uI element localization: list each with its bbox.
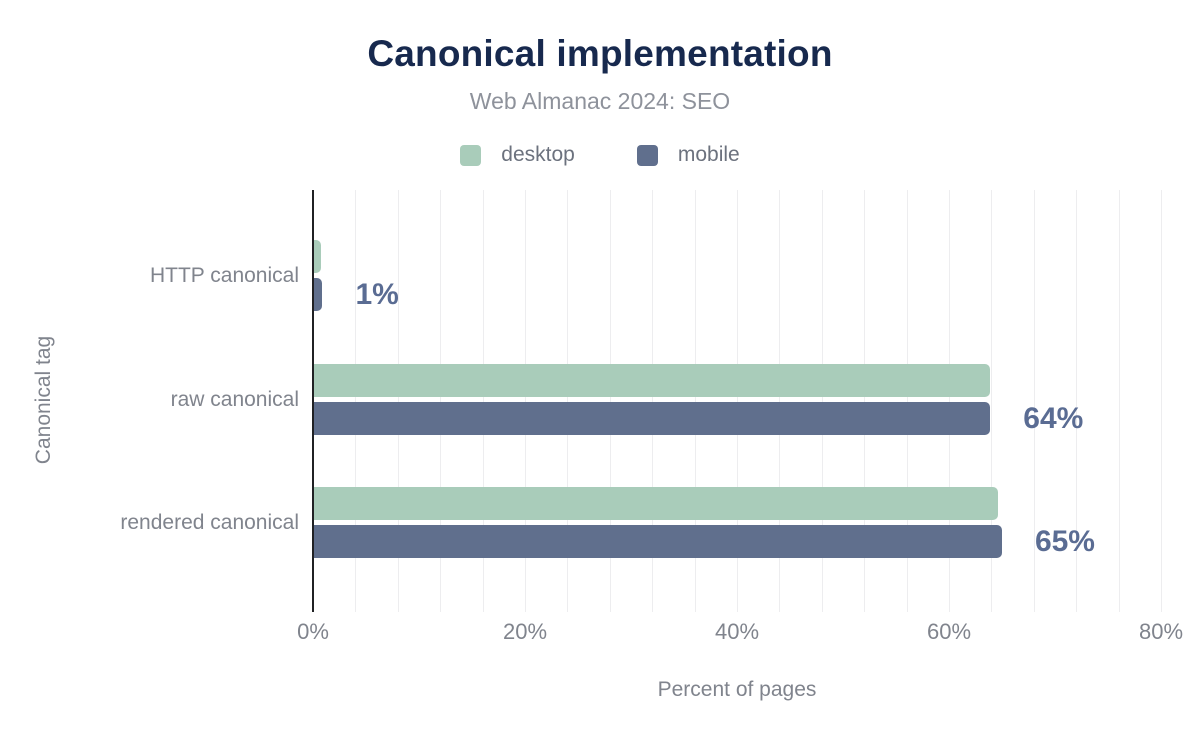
gridline [779, 190, 781, 612]
gridline [821, 190, 823, 612]
gridline [1076, 190, 1078, 612]
gridline [397, 190, 399, 612]
gridline [440, 190, 442, 612]
category-label: rendered canonical [120, 510, 299, 534]
category-label: raw canonical [170, 387, 299, 411]
legend-label-mobile: mobile [677, 143, 740, 166]
bar-desktop[interactable] [314, 487, 998, 520]
gridline [1033, 190, 1035, 612]
gridline [525, 190, 526, 612]
y-axis-title: Canonical tag [32, 335, 55, 465]
x-tick-label: 0% [297, 619, 329, 644]
gridline [1118, 190, 1120, 612]
y-axis-line [312, 190, 314, 612]
x-axis-ticks: 0% 20% 40% 60% 80% [297, 619, 1183, 647]
x-tick-label: 80% [1138, 619, 1184, 644]
chart-subtitle: Web Almanac 2024: SEO [469, 88, 731, 114]
category-label: HTTP canonical [149, 263, 299, 287]
bar-desktop[interactable] [314, 364, 991, 397]
x-tick-label: 60% [926, 619, 972, 644]
gridline [567, 190, 569, 612]
gridline [906, 190, 908, 612]
bar-mobile[interactable] [314, 402, 991, 435]
x-tick-label: 40% [714, 619, 760, 644]
legend: desktop mobile [0, 143, 1200, 167]
legend-swatch-mobile-icon [636, 144, 658, 166]
bar-mobile[interactable] [314, 525, 1002, 558]
gridline [694, 190, 696, 612]
gridline [949, 190, 950, 612]
legend-item-desktop: desktop [460, 143, 575, 167]
value-label: 65% [1034, 524, 1095, 558]
gridline [737, 190, 738, 612]
gridline [1161, 190, 1162, 612]
bar-mobile[interactable] [314, 278, 323, 311]
chart-title: Canonical implementation [367, 33, 833, 74]
legend-label-desktop: desktop [501, 143, 575, 166]
plot-area: HTTP canonical 1% raw canonical 64% rendered… [120, 190, 1162, 612]
bar-desktop[interactable] [314, 240, 322, 273]
gridline [482, 190, 484, 612]
gridline [864, 190, 866, 612]
gridline [991, 190, 993, 612]
legend-swatch-desktop-icon [460, 144, 482, 166]
gridline [355, 190, 357, 612]
legend-item-mobile: mobile [636, 143, 740, 167]
gridline [652, 190, 654, 612]
x-tick-label: 20% [502, 619, 548, 644]
value-label: 64% [1023, 401, 1084, 435]
x-axis-title: Percent of pages [657, 678, 817, 701]
gridline [609, 190, 611, 612]
value-label: 1% [355, 277, 399, 311]
